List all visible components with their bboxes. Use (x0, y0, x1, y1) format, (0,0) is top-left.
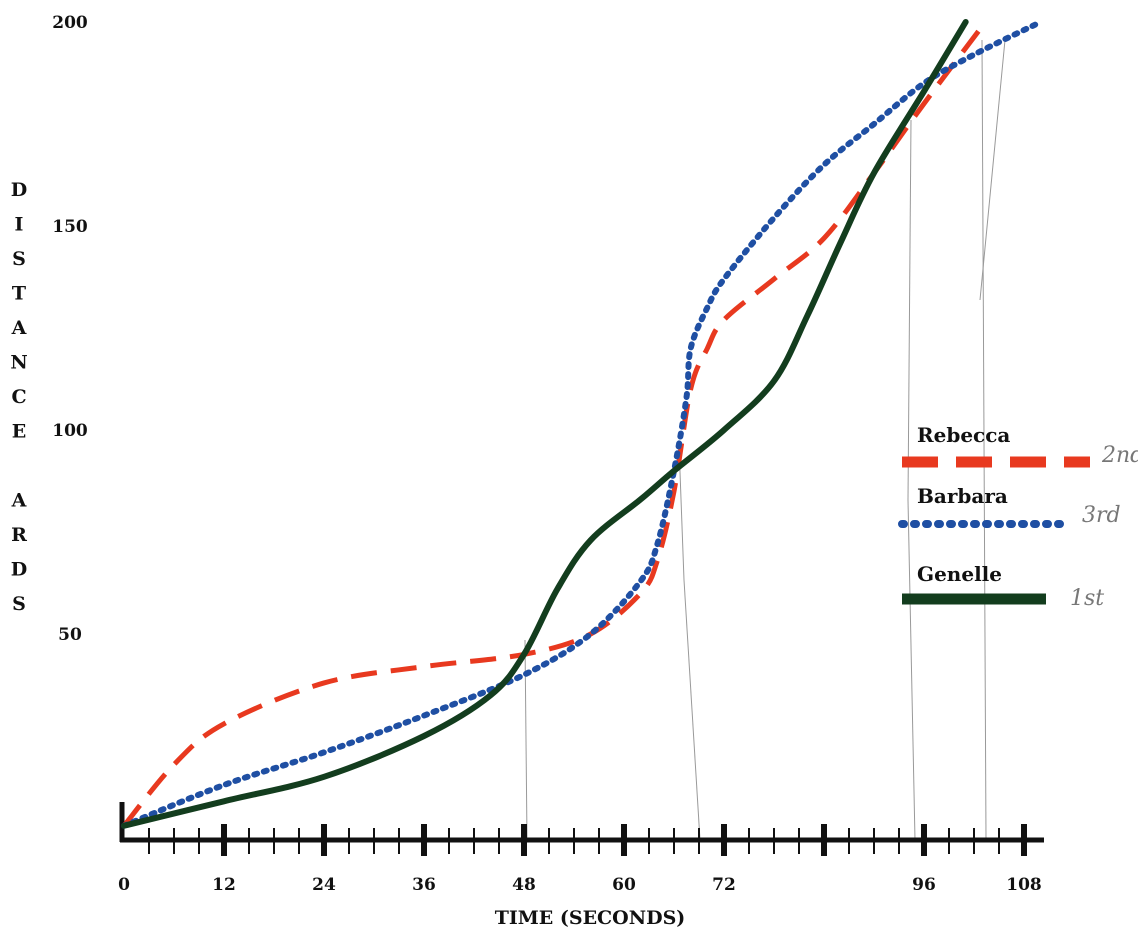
y-axis-title-letter: R (11, 524, 27, 546)
series-line-genelle (121, 19, 969, 829)
x-axis-tick-labels: 0 12 24 36 48 60 72 96 108 (118, 875, 1042, 895)
y-tick-label: 50 (58, 625, 82, 645)
series-lines (121, 19, 1044, 829)
y-axis-title-letter: D (11, 179, 27, 201)
guide-line (524, 639, 528, 841)
x-tick-label: 24 (312, 875, 336, 895)
y-tick-label: 150 (52, 217, 88, 237)
y-axis-tick-labels: 50 100 150 200 (52, 13, 88, 645)
guide-line (683, 579, 701, 841)
x-tick-label: 0 (118, 875, 130, 895)
y-axis-title-letter: T (12, 283, 26, 305)
series-line-barbara (121, 19, 1044, 829)
legend: Rebecca Barbara Genelle (898, 423, 1090, 605)
guide-line (979, 39, 1006, 301)
guide-line (907, 499, 916, 841)
x-tick-label: 108 (1006, 875, 1042, 895)
guide-line (907, 119, 912, 501)
guide-line (981, 39, 987, 841)
y-axis-title-letter: I (15, 214, 24, 236)
x-tick-label: 60 (612, 875, 636, 895)
x-axis-title: TIME (SECONDS) (495, 907, 686, 929)
y-tick-label: 200 (52, 13, 88, 33)
x-axis-ticks (148, 824, 1027, 856)
legend-label-rebecca: Rebecca (917, 423, 1010, 447)
rank-annotation: 3rd (1082, 503, 1121, 528)
y-axis-title-letter: A (11, 490, 27, 512)
legend-label-barbara: Barbara (917, 484, 1008, 508)
series-line-rebecca (122, 24, 985, 828)
x-tick-label: 72 (712, 875, 736, 895)
y-axis-title-letter: A (11, 317, 27, 339)
y-tick-label: 100 (52, 421, 88, 441)
y-axis-title-letter: S (12, 248, 26, 270)
x-tick-label: 96 (912, 875, 936, 895)
rank-annotations: 2nd 3rd 1st (1070, 443, 1138, 611)
legend-label-genelle: Genelle (917, 562, 1002, 586)
y-axis-title-letter: S (12, 593, 26, 615)
rank-annotation: 2nd (1101, 443, 1138, 468)
x-tick-label: 36 (412, 875, 436, 895)
y-axis-title-letter: E (12, 421, 26, 443)
y-axis-title-letter: N (10, 352, 27, 374)
y-axis-title-letter: C (11, 386, 26, 408)
hand-drawn-guide-lines (524, 39, 1006, 841)
rank-annotation: 1st (1070, 586, 1104, 611)
x-tick-label: 48 (512, 875, 536, 895)
y-axis-title-letter: D (11, 559, 27, 581)
x-tick-label: 12 (212, 875, 236, 895)
